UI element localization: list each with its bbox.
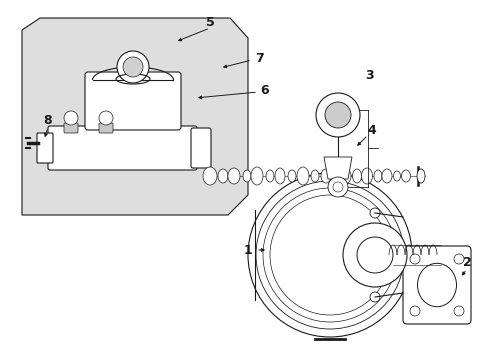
Text: 8: 8 (43, 113, 52, 126)
Circle shape (409, 254, 419, 264)
Ellipse shape (296, 167, 308, 185)
Ellipse shape (274, 168, 285, 184)
Ellipse shape (338, 168, 350, 184)
Ellipse shape (218, 169, 227, 183)
FancyBboxPatch shape (191, 128, 210, 168)
FancyBboxPatch shape (85, 72, 181, 130)
Ellipse shape (416, 169, 424, 183)
Ellipse shape (320, 169, 330, 183)
Ellipse shape (401, 170, 409, 182)
Ellipse shape (310, 170, 318, 182)
Circle shape (325, 102, 350, 128)
Ellipse shape (417, 263, 456, 307)
Circle shape (369, 292, 379, 302)
Circle shape (356, 237, 392, 273)
FancyBboxPatch shape (402, 246, 470, 324)
FancyBboxPatch shape (48, 126, 197, 170)
Circle shape (369, 208, 379, 218)
Text: 4: 4 (367, 123, 376, 136)
Circle shape (409, 306, 419, 316)
Circle shape (117, 51, 149, 83)
Ellipse shape (227, 168, 240, 184)
Circle shape (327, 177, 347, 197)
Text: 3: 3 (365, 68, 373, 81)
Circle shape (247, 173, 411, 337)
Ellipse shape (393, 171, 400, 181)
Circle shape (99, 111, 113, 125)
Circle shape (332, 182, 342, 192)
Text: 7: 7 (255, 51, 264, 64)
Ellipse shape (243, 170, 250, 182)
Ellipse shape (361, 168, 372, 184)
Text: 1: 1 (243, 243, 252, 257)
Circle shape (453, 254, 463, 264)
FancyBboxPatch shape (37, 133, 53, 163)
Text: 5: 5 (205, 15, 214, 28)
Circle shape (453, 306, 463, 316)
Circle shape (315, 93, 359, 137)
FancyBboxPatch shape (64, 123, 78, 133)
Ellipse shape (381, 169, 391, 183)
Ellipse shape (352, 169, 361, 183)
Ellipse shape (250, 167, 263, 185)
Circle shape (64, 111, 78, 125)
Polygon shape (22, 18, 247, 215)
Ellipse shape (203, 167, 217, 185)
Circle shape (123, 57, 142, 77)
Text: 2: 2 (462, 256, 470, 269)
Text: 6: 6 (260, 84, 269, 96)
Polygon shape (324, 157, 351, 179)
Ellipse shape (287, 170, 295, 182)
FancyBboxPatch shape (99, 123, 113, 133)
Ellipse shape (265, 170, 273, 182)
Ellipse shape (373, 170, 381, 182)
Ellipse shape (332, 171, 340, 181)
Circle shape (342, 223, 406, 287)
